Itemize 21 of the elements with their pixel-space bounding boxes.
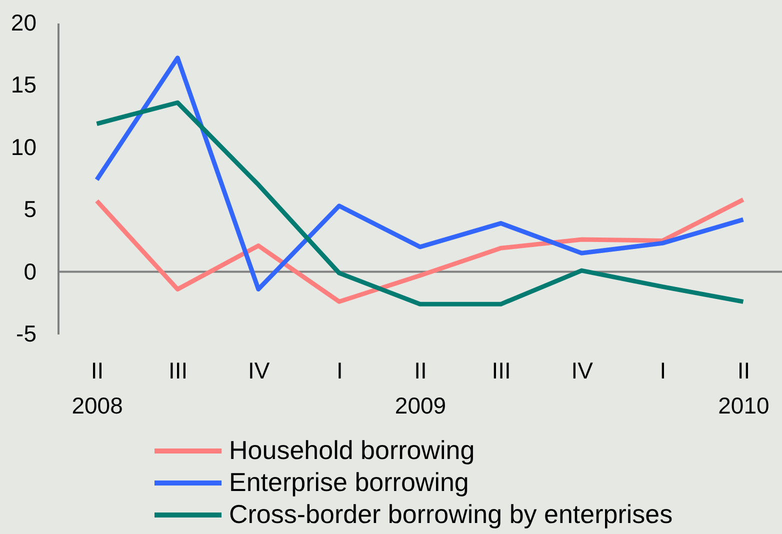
x-tick-label: II 2010 <box>718 358 770 418</box>
y-tick-label: 10 <box>10 134 36 160</box>
legend-label: Enterprise borrowing <box>229 467 469 497</box>
x-tick-label: II 2008 <box>72 358 123 418</box>
x-tick-label: III <box>168 358 188 384</box>
y-tick-label: 20 <box>10 10 36 36</box>
y-tick-label: 15 <box>10 72 36 98</box>
x-tick-label: II 2009 <box>394 358 446 418</box>
x-tick-label: I <box>660 358 666 384</box>
line-series <box>94 100 746 306</box>
x-tick-label: IV <box>248 358 270 384</box>
legend-label: Household borrowing <box>229 435 475 465</box>
line-series <box>94 197 746 304</box>
line-series <box>94 56 746 292</box>
x-tick-label: IV <box>571 358 594 384</box>
x-tick-label: III <box>492 358 511 384</box>
y-tick-label: 5 <box>24 196 36 222</box>
legend-label: Cross-border borrowing by enterprises <box>229 499 673 529</box>
y-tick-label: 0 <box>24 258 36 284</box>
y-tick-label: -5 <box>16 320 36 346</box>
x-tick-label: I <box>336 358 343 384</box>
